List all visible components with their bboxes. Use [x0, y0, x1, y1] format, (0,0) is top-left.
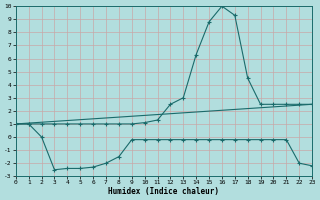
X-axis label: Humidex (Indice chaleur): Humidex (Indice chaleur) [108, 187, 220, 196]
